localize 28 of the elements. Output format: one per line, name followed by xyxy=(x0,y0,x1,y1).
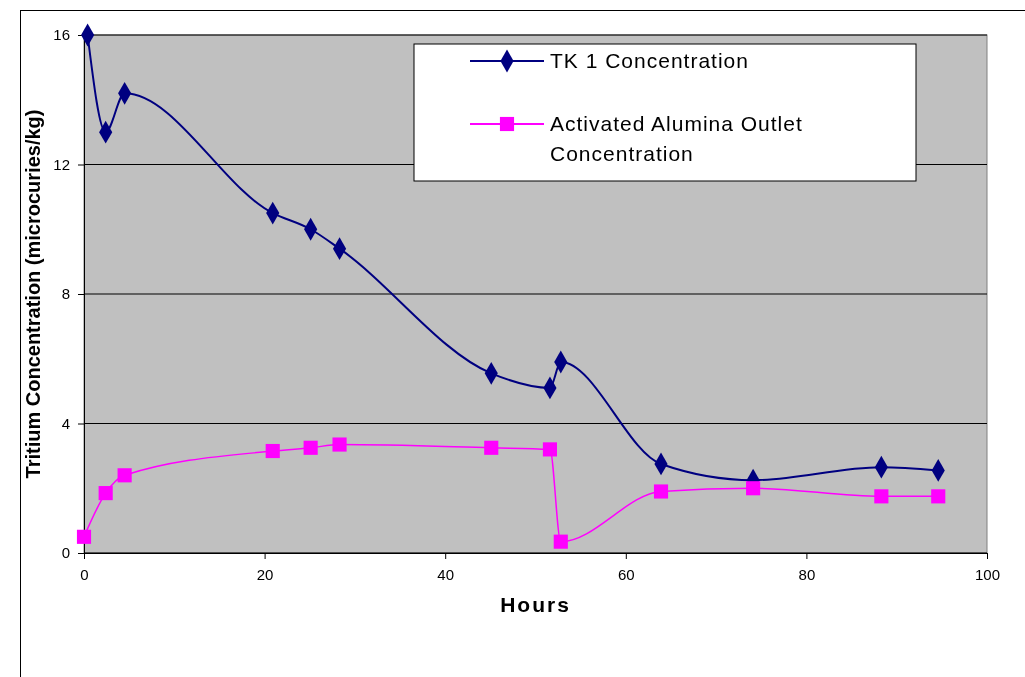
y-tick-label: 12 xyxy=(53,155,70,173)
x-tick-label: 40 xyxy=(437,565,455,583)
x-tick-label: 100 xyxy=(974,565,1001,583)
point xyxy=(76,529,92,544)
y-axis-title: Tritium Concentration (microcuries/kg) xyxy=(22,109,44,479)
point xyxy=(553,534,568,549)
point xyxy=(484,440,499,455)
point xyxy=(332,437,347,452)
point xyxy=(303,440,318,455)
point xyxy=(653,484,669,499)
x-tick-label: 20 xyxy=(256,565,274,583)
point xyxy=(931,489,946,504)
x-tick-label: 0 xyxy=(80,565,89,583)
legend-label: TK 1 Concentration xyxy=(550,49,749,72)
point xyxy=(117,468,132,483)
y-tick-label: 0 xyxy=(61,544,70,562)
x-tick-label: 60 xyxy=(617,565,635,583)
point xyxy=(746,481,761,496)
legend-label: Activated Alumina Outlet Concentration xyxy=(550,112,803,165)
y-tick-label: 16 xyxy=(53,26,70,44)
x-axis-title: Hours xyxy=(500,593,571,616)
point xyxy=(98,486,113,501)
point xyxy=(542,442,558,457)
point xyxy=(874,489,889,504)
x-tick-label: 80 xyxy=(798,565,816,583)
point xyxy=(265,443,280,459)
y-tick-label: 4 xyxy=(61,414,70,432)
y-tick-label: 8 xyxy=(61,285,70,303)
